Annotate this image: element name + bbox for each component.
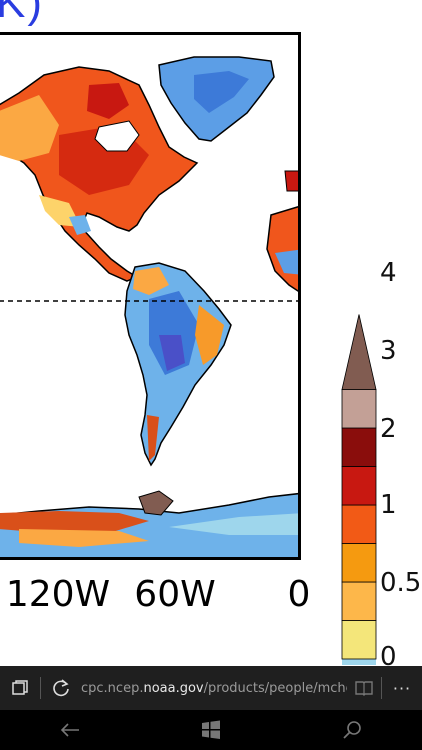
colorbar-segment (341, 543, 377, 583)
url-field[interactable]: cpc.ncep.noaa.gov/products/people/mcher (81, 681, 347, 696)
colorbar-tick-0: 0 (380, 642, 397, 666)
colorbar-tick-4: 4 (380, 258, 397, 288)
africa-edge-region (266, 206, 298, 292)
tabs-button[interactable] (0, 666, 40, 710)
colorbar-tick-2: 2 (380, 414, 397, 444)
tabs-icon (12, 680, 28, 695)
colorbar-top-triangle (341, 314, 377, 390)
map-graphic (0, 56, 298, 557)
colorbar-bottom-segment (342, 659, 376, 665)
colorbar-segment (341, 427, 377, 467)
windows-logo-icon (201, 720, 220, 739)
anomaly-map (0, 32, 301, 560)
lon-label-60w: 60W (134, 574, 216, 615)
system-nav-bar (0, 710, 422, 750)
search-button[interactable] (322, 710, 382, 750)
reading-view-button[interactable] (347, 666, 381, 710)
back-arrow-icon (61, 723, 80, 737)
refresh-button[interactable] (41, 666, 81, 710)
colorbar-segment (341, 620, 377, 660)
back-button[interactable] (40, 710, 100, 750)
lon-label-0: 0 (287, 574, 311, 615)
colorbar-tick-3: 3 (380, 336, 397, 366)
separator (381, 677, 382, 699)
url-prefix: cpc.ncep. (81, 680, 144, 696)
home-button[interactable] (181, 710, 241, 750)
colorbar-segment (341, 504, 377, 544)
url-suffix: /products/people/mcher (203, 680, 347, 696)
web-content: K) (0, 0, 422, 666)
colorbar-tick-0-5: 0.5 (380, 568, 422, 598)
colorbar-tick-1: 1 (380, 490, 397, 520)
colorbar-segment (341, 581, 377, 621)
color-bar (341, 314, 377, 665)
separator (40, 677, 41, 699)
reading-view-icon (355, 681, 373, 696)
more-button[interactable]: ··· (392, 678, 412, 698)
lon-label-120w: 120W (5, 574, 111, 615)
url-host: noaa.gov (143, 680, 204, 696)
map-title-fragment: K) (0, 0, 44, 27)
colorbar-segment (341, 466, 377, 506)
search-icon (343, 721, 361, 739)
browser-address-bar: cpc.ncep.noaa.gov/products/people/mcher … (0, 666, 422, 710)
refresh-icon (53, 679, 69, 697)
colorbar-segment (341, 389, 377, 429)
